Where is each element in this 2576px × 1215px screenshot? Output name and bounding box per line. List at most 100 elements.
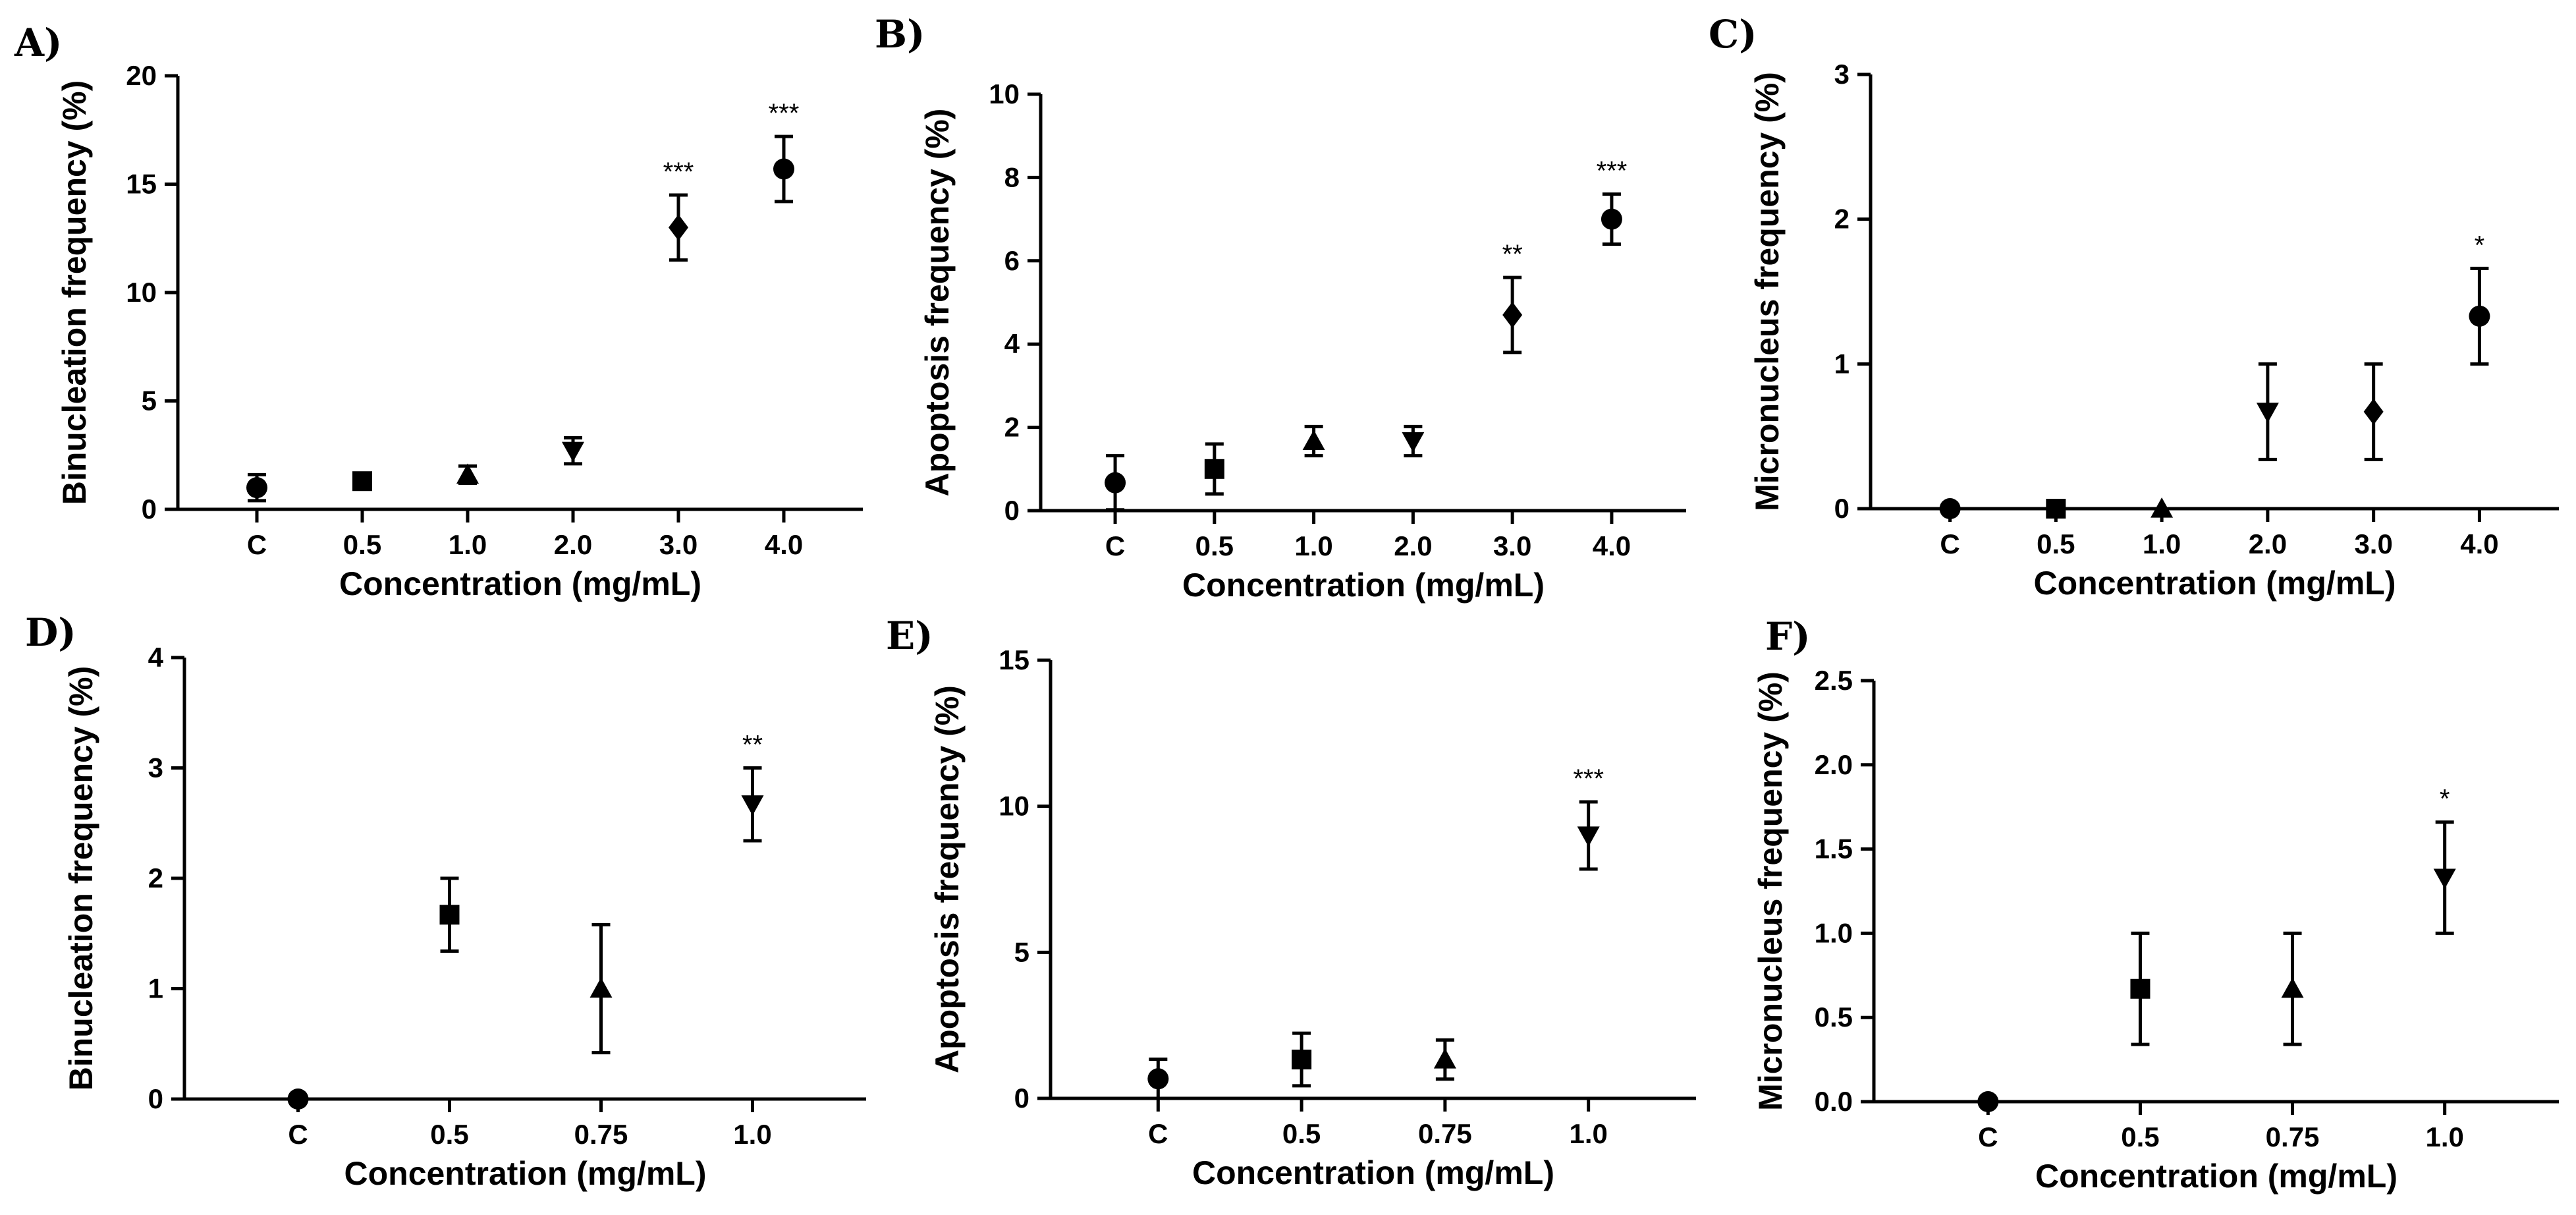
x-tick-label: 0.5 xyxy=(2121,1121,2159,1152)
data-point xyxy=(1502,301,1523,328)
data-point xyxy=(2281,977,2304,998)
chart-panel-5: E) 0 5 10 15 C 0.5 0.75 1.0 Concentration (mg/mL)… xyxy=(886,613,1696,1191)
panel-letter: A) xyxy=(14,20,62,65)
data-point xyxy=(1147,1068,1169,1090)
y-tick-label: 4 xyxy=(148,642,164,673)
panel-letter: F) xyxy=(1765,614,1811,659)
data-point xyxy=(2433,868,2456,890)
data-point xyxy=(1977,1091,1999,1112)
x-tick-label: 3.0 xyxy=(1493,530,1531,561)
y-tick-label: 3 xyxy=(1834,59,1850,90)
chart-panel-3: C) 0 1 2 3 C 0.5 1.0 2.0 3.0 4.0 Concentration (mg/… xyxy=(1709,12,2559,602)
data-point xyxy=(2256,403,2279,423)
y-tick-label: 10 xyxy=(999,791,1029,822)
x-tick-label: 1.0 xyxy=(2425,1121,2463,1152)
y-tick-label: 2.0 xyxy=(1815,749,1853,780)
x-tick-label: 2.0 xyxy=(554,529,592,560)
panel-letter: C) xyxy=(1709,12,1757,57)
data-point xyxy=(1939,498,1961,519)
data-point xyxy=(741,795,764,816)
y-tick-label: 0 xyxy=(148,1083,163,1114)
significance-label: *** xyxy=(1573,764,1604,793)
x-tick-label: 4.0 xyxy=(2460,528,2498,559)
y-tick-label: 2 xyxy=(148,862,163,893)
chart-panel-4: D) 0 1 2 3 4 C 0.5 0.75 1.0 Concentration (mg/mL) B… xyxy=(25,610,866,1192)
y-tick-label: 15 xyxy=(999,644,1029,675)
significance-label: * xyxy=(2440,785,2450,814)
significance-label: * xyxy=(2475,231,2485,260)
data-point xyxy=(1292,1050,1312,1070)
y-axis-title: Binucleation frequency (%) xyxy=(63,666,99,1091)
data-point xyxy=(2151,497,2174,518)
y-tick-label: 5 xyxy=(1014,936,1029,967)
y-tick-label: 1.0 xyxy=(1815,917,1853,948)
x-axis-title: Concentration (mg/mL) xyxy=(339,565,701,602)
x-axis-title: Concentration (mg/mL) xyxy=(1192,1154,1554,1191)
x-tick-label: 0.5 xyxy=(343,529,381,560)
data-point xyxy=(456,463,479,484)
x-tick-label: 0.75 xyxy=(1418,1118,1472,1149)
x-tick-label: 0.75 xyxy=(574,1119,628,1150)
y-tick-label: 1 xyxy=(148,973,163,1004)
chart-panel-1: A) 0 5 10 15 20 C 0.5 1.0 2.0 3.0 4.0 Concentration … xyxy=(14,20,863,602)
data-point xyxy=(562,441,584,463)
y-tick-label: 2.5 xyxy=(1815,665,1853,696)
significance-label: ** xyxy=(1502,240,1523,269)
x-tick-label: C xyxy=(1940,528,1959,559)
x-tick-label: 0.5 xyxy=(1282,1118,1321,1149)
data-point xyxy=(287,1088,309,1110)
x-tick-label: 4.0 xyxy=(765,529,803,560)
x-tick-label: 0.5 xyxy=(2037,528,2075,559)
x-axis-title: Concentration (mg/mL) xyxy=(344,1155,707,1192)
y-axis-title: Apoptosis frequency (%) xyxy=(919,109,956,497)
y-tick-label: 2 xyxy=(1834,204,1850,235)
y-tick-label: 4 xyxy=(1004,328,1020,359)
y-tick-label: 1 xyxy=(1834,348,1850,379)
data-point xyxy=(669,214,688,241)
data-point xyxy=(1402,432,1425,453)
panel-letter: E) xyxy=(886,613,933,658)
x-tick-label: 0.75 xyxy=(2266,1121,2320,1152)
data-point xyxy=(246,477,267,499)
y-tick-label: 0 xyxy=(1834,493,1850,524)
x-tick-label: 2.0 xyxy=(2249,528,2287,559)
x-axis-title: Concentration (mg/mL) xyxy=(2034,565,2396,602)
x-tick-label: 0.5 xyxy=(430,1119,468,1150)
data-point xyxy=(439,905,460,925)
significance-label: *** xyxy=(663,157,694,186)
y-axis-title: Micronucleus frequency (%) xyxy=(1752,671,1789,1111)
y-tick-label: 10 xyxy=(989,78,1020,109)
y-tick-label: 2 xyxy=(1004,412,1020,443)
x-tick-label: C xyxy=(1105,530,1125,561)
x-tick-label: 1.0 xyxy=(1569,1118,1607,1149)
x-tick-label: C xyxy=(1978,1121,1998,1152)
y-axis-title: Binucleation frequency (%) xyxy=(56,80,93,505)
x-tick-label: 1.0 xyxy=(1294,530,1332,561)
significance-label: ** xyxy=(742,731,763,760)
y-tick-label: 6 xyxy=(1004,245,1020,276)
x-tick-label: 3.0 xyxy=(2354,528,2392,559)
x-tick-label: C xyxy=(288,1119,308,1150)
y-tick-label: 0 xyxy=(142,494,157,524)
chart-panel-6: F) 0.0 0.5 1.0 1.5 2.0 2.5 C 0.5 0.75 1.0 Concentra… xyxy=(1752,614,2559,1195)
data-point xyxy=(589,977,613,998)
x-axis-title: Concentration (mg/mL) xyxy=(2035,1158,2398,1195)
data-point xyxy=(2363,398,2384,425)
x-tick-label: 1.0 xyxy=(449,529,487,560)
x-tick-label: C xyxy=(247,529,267,560)
data-point xyxy=(2130,978,2151,999)
y-tick-label: 20 xyxy=(126,60,157,91)
y-axis-title: Micronucleus frequency (%) xyxy=(1749,72,1786,511)
y-tick-label: 1.5 xyxy=(1815,834,1853,864)
data-point xyxy=(2469,305,2490,327)
significance-label: *** xyxy=(1597,157,1628,186)
data-point xyxy=(773,158,794,180)
data-point xyxy=(1302,430,1325,451)
data-point xyxy=(352,471,372,492)
x-tick-label: 2.0 xyxy=(1394,530,1432,561)
y-tick-label: 3 xyxy=(148,752,163,783)
data-point xyxy=(2046,499,2066,519)
x-tick-label: 1.0 xyxy=(2143,528,2181,559)
panel-letter: D) xyxy=(25,610,76,655)
